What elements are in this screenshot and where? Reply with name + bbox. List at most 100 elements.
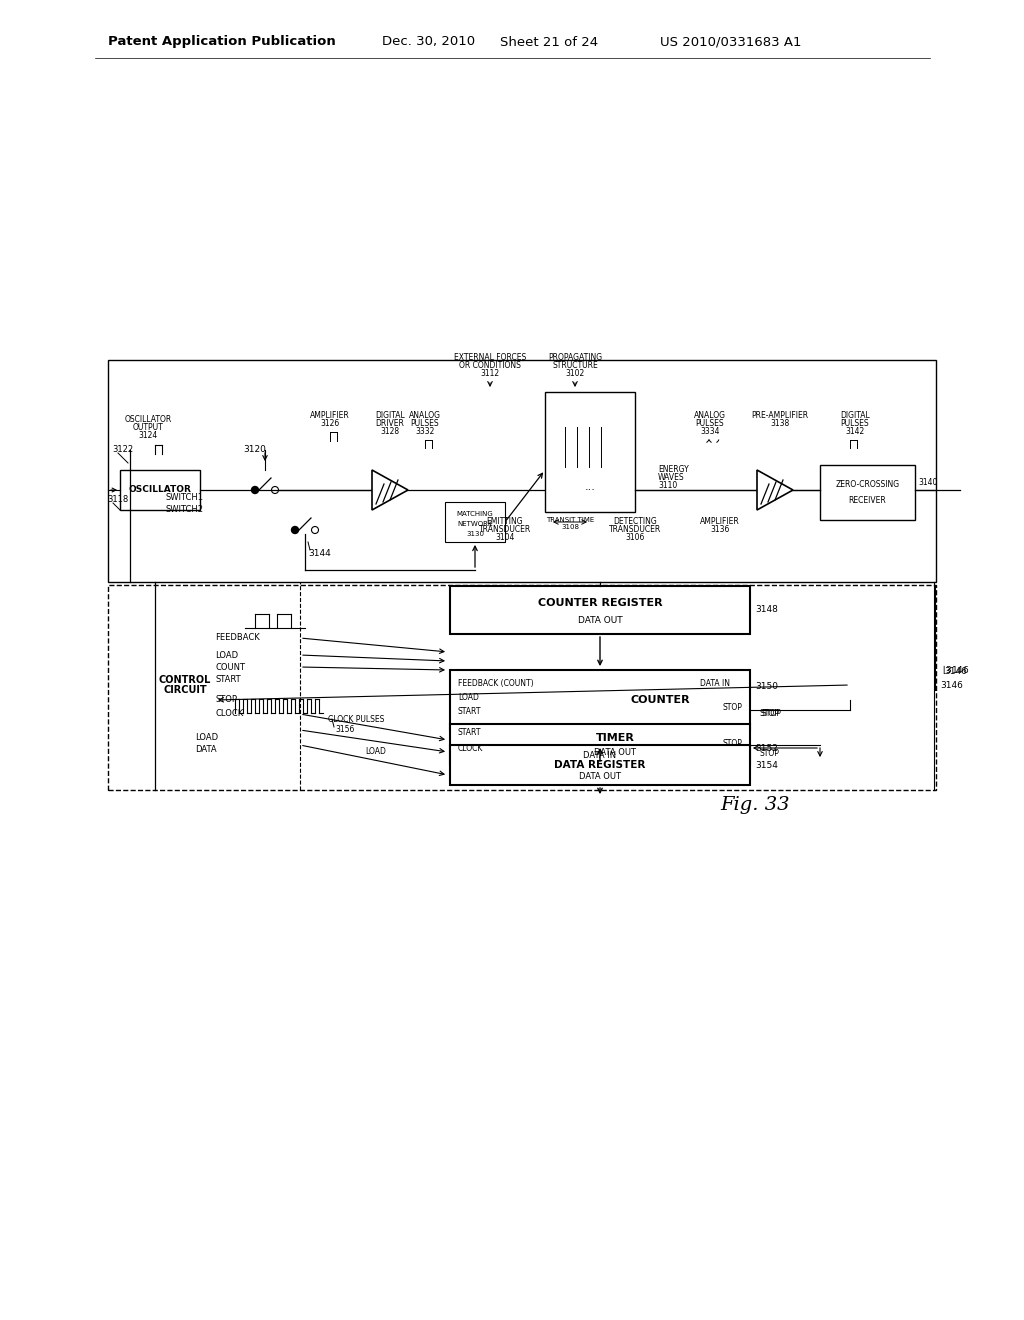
Bar	[108, 585, 936, 789]
Text: 3124: 3124	[138, 432, 158, 441]
Bar	[450, 723, 750, 764]
Text: START: START	[215, 676, 241, 685]
Text: AMPLIFIER: AMPLIFIER	[700, 517, 740, 527]
Text: STRUCTURE: STRUCTURE	[552, 362, 598, 371]
Text: $\lfloor$3146: $\lfloor$3146	[942, 664, 970, 676]
Text: 3120: 3120	[244, 446, 266, 454]
Text: 3122: 3122	[112, 446, 133, 454]
Text: TIMER: TIMER	[596, 733, 635, 743]
Text: CIRCUIT: CIRCUIT	[163, 685, 207, 696]
Text: CLOCK: CLOCK	[215, 710, 244, 718]
Text: 3140: 3140	[918, 478, 937, 487]
Text: SWITCH2: SWITCH2	[165, 504, 203, 513]
Text: 3104: 3104	[496, 533, 515, 543]
Polygon shape	[372, 470, 408, 510]
Text: 3156: 3156	[335, 725, 354, 734]
Text: WAVES: WAVES	[658, 474, 685, 483]
Text: 3142: 3142	[846, 426, 864, 436]
Text: DATA OUT: DATA OUT	[578, 616, 623, 626]
Bar	[445, 502, 505, 543]
Text: 3130: 3130	[466, 531, 484, 537]
Bar	[820, 465, 915, 520]
Text: 3110: 3110	[658, 482, 677, 491]
Text: PULSES: PULSES	[841, 418, 869, 428]
Text: ANALOG: ANALOG	[694, 411, 726, 420]
Text: Fig. 33: Fig. 33	[720, 796, 790, 814]
Text: LOAD: LOAD	[365, 747, 386, 755]
Text: 3136: 3136	[711, 525, 730, 535]
Text: ANALOG: ANALOG	[409, 411, 441, 420]
Text: PRE-AMPLIFIER: PRE-AMPLIFIER	[752, 411, 809, 420]
Bar	[545, 392, 635, 512]
Text: OUTPUT: OUTPUT	[133, 424, 164, 433]
Text: 3138: 3138	[770, 418, 790, 428]
Text: 3146: 3146	[944, 668, 967, 676]
Text: OSCILLATOR: OSCILLATOR	[124, 416, 172, 425]
Text: FEEDBACK: FEEDBACK	[215, 634, 260, 643]
Text: 3146: 3146	[940, 681, 963, 689]
Text: 3332: 3332	[416, 426, 434, 436]
Text: 3106: 3106	[626, 533, 645, 543]
Text: 3334: 3334	[700, 426, 720, 436]
Text: 3152: 3152	[755, 744, 778, 754]
Text: TRANSDUCER: TRANSDUCER	[609, 525, 662, 535]
Text: 3108: 3108	[561, 524, 579, 531]
Text: STOP: STOP	[215, 696, 237, 705]
Text: Sheet 21 of 24: Sheet 21 of 24	[500, 36, 598, 49]
Text: Patent Application Publication: Patent Application Publication	[108, 36, 336, 49]
Text: COUNTER: COUNTER	[630, 696, 690, 705]
Text: 3150: 3150	[755, 682, 778, 692]
Text: MATCHING: MATCHING	[457, 511, 494, 517]
Text: START: START	[458, 729, 481, 738]
Text: LOAD: LOAD	[195, 734, 218, 742]
Text: TRANSDUCER: TRANSDUCER	[479, 525, 531, 535]
Text: OSCILLATOR: OSCILLATOR	[129, 486, 191, 495]
Text: DETECTING: DETECTING	[613, 517, 656, 527]
Text: 3154: 3154	[755, 760, 778, 770]
Circle shape	[252, 487, 258, 494]
Text: DATA: DATA	[195, 744, 217, 754]
Text: LOAD: LOAD	[215, 651, 239, 660]
Text: OR CONDITIONS: OR CONDITIONS	[459, 362, 521, 371]
Text: EMITTING: EMITTING	[486, 517, 523, 527]
Text: LOAD: LOAD	[458, 693, 479, 701]
Text: DATA REGISTER: DATA REGISTER	[554, 760, 646, 770]
Text: DIGITAL: DIGITAL	[375, 411, 404, 420]
Text: STOP: STOP	[760, 710, 780, 718]
Text: 3148: 3148	[755, 606, 778, 615]
Text: US 2010/0331683 A1: US 2010/0331683 A1	[660, 36, 802, 49]
Circle shape	[292, 527, 299, 533]
Text: Dec. 30, 2010: Dec. 30, 2010	[382, 36, 475, 49]
Text: STOP: STOP	[762, 710, 782, 718]
Text: SWITCH1: SWITCH1	[165, 494, 203, 503]
Text: STOP: STOP	[722, 702, 742, 711]
Text: CONTROL: CONTROL	[159, 675, 211, 685]
Polygon shape	[757, 470, 793, 510]
Text: EXTERNAL FORCES: EXTERNAL FORCES	[454, 354, 526, 363]
Text: STOP: STOP	[722, 739, 742, 748]
Bar	[450, 671, 750, 730]
Text: AMPLIFIER: AMPLIFIER	[310, 411, 350, 420]
Text: 3118: 3118	[106, 495, 128, 504]
Text: DATA IN: DATA IN	[584, 751, 616, 759]
Text: 3112: 3112	[480, 370, 500, 379]
Bar	[450, 744, 750, 785]
Text: NETWORK: NETWORK	[458, 521, 493, 527]
Text: ENERGY: ENERGY	[658, 466, 689, 474]
Text: TRANSIT TIME: TRANSIT TIME	[546, 517, 594, 523]
Text: 3126: 3126	[321, 418, 340, 428]
Text: DATA OUT: DATA OUT	[594, 748, 636, 758]
Text: START: START	[458, 708, 481, 717]
Text: CLOCK PULSES: CLOCK PULSES	[328, 715, 384, 725]
Text: PROPAGATING: PROPAGATING	[548, 354, 602, 363]
Text: RECEIVER: RECEIVER	[849, 496, 887, 506]
Text: FEEDBACK (COUNT): FEEDBACK (COUNT)	[458, 678, 534, 688]
Text: PULSES: PULSES	[411, 418, 439, 428]
Text: 3144: 3144	[308, 549, 331, 558]
Text: ZERO-CROSSING: ZERO-CROSSING	[836, 479, 899, 488]
Text: 3102: 3102	[565, 370, 585, 379]
Text: STOP: STOP	[760, 750, 780, 759]
Text: DATA OUT: DATA OUT	[579, 772, 621, 780]
Text: DRIVER: DRIVER	[376, 418, 404, 428]
Text: ...: ...	[585, 482, 595, 492]
